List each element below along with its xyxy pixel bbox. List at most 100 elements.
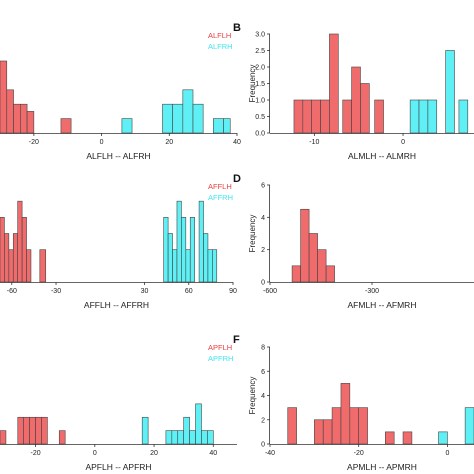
histogram-bar bbox=[438, 431, 448, 445]
histogram-bar bbox=[183, 416, 190, 445]
panel-label: B bbox=[233, 22, 241, 34]
histogram-bar bbox=[165, 430, 173, 445]
panel-a: -20 0 20 40 ALFLH -- ALFRH ALFLH ALFRH bbox=[0, 31, 241, 161]
histogram-bar bbox=[167, 233, 173, 283]
histogram-bar bbox=[35, 416, 42, 445]
histogram-bar bbox=[291, 265, 301, 283]
histogram-bar bbox=[12, 233, 18, 283]
legend-entry: ALFRH bbox=[208, 42, 233, 51]
panel-label: F bbox=[233, 334, 240, 346]
histogram-bar bbox=[409, 99, 420, 134]
histogram-bar bbox=[322, 419, 333, 445]
y-tick-label: 2.5 bbox=[255, 48, 265, 55]
histogram-bar bbox=[320, 99, 330, 134]
histogram-bar bbox=[331, 407, 342, 445]
y-tick-label: 0.5 bbox=[255, 114, 265, 121]
histogram-bar bbox=[6, 89, 14, 134]
histogram-bar bbox=[201, 430, 208, 445]
histogram-bar bbox=[17, 416, 25, 445]
y-tick-label: 4 bbox=[261, 393, 265, 400]
x-axis-label: APFLH -- APFRH bbox=[85, 462, 151, 472]
y-tick-label: 2 bbox=[261, 417, 265, 424]
histogram-bar bbox=[189, 430, 196, 445]
histogram-bar bbox=[0, 217, 5, 283]
histogram-bar bbox=[342, 99, 352, 134]
panel-label: D bbox=[233, 173, 241, 185]
histogram-bar bbox=[340, 383, 351, 445]
x-tick-label: 0 bbox=[401, 139, 405, 146]
histogram-bar bbox=[121, 118, 133, 134]
histogram-bar bbox=[26, 249, 32, 283]
histogram-bar bbox=[402, 431, 413, 445]
x-tick-label: -40 bbox=[265, 450, 275, 457]
histogram-bar bbox=[17, 200, 23, 283]
panel-b: -10 0 0.0 0.5 1.0 1.5 2.0 2.5 3.0 ALMLH -- ALMRH F… bbox=[233, 22, 474, 161]
x-tick-label: 60 bbox=[185, 288, 193, 295]
y-tick-label: 1.0 bbox=[255, 98, 265, 105]
legend-entry: ALFLH bbox=[208, 31, 231, 40]
x-tick-label: 0 bbox=[100, 139, 104, 146]
histogram-bar bbox=[427, 99, 438, 134]
histogram-bar bbox=[325, 265, 335, 283]
x-tick-label: -300 bbox=[365, 288, 379, 295]
histogram-bar bbox=[223, 118, 231, 134]
histogram-bar bbox=[418, 99, 429, 134]
histogram-bar bbox=[195, 403, 202, 445]
x-tick-label: 20 bbox=[165, 139, 173, 146]
y-tick-label: 6 bbox=[261, 183, 265, 190]
histogram-bar bbox=[464, 407, 474, 445]
y-tick-label: 3.0 bbox=[255, 32, 265, 39]
x-tick-label: -20 bbox=[30, 450, 40, 457]
y-axis-label: Frequency bbox=[248, 377, 257, 415]
legend-entry: AFFLH bbox=[208, 182, 232, 191]
y-tick-label: 4 bbox=[261, 215, 265, 222]
histogram-bar bbox=[0, 60, 8, 134]
histogram-bar bbox=[212, 249, 218, 283]
histogram-bar bbox=[203, 233, 209, 283]
histogram-bar bbox=[13, 103, 21, 134]
histogram-bar bbox=[308, 233, 318, 283]
histogram-bar bbox=[176, 200, 182, 283]
histogram-bar bbox=[177, 430, 184, 445]
y-tick-label: 0 bbox=[261, 280, 265, 287]
x-tick-label: -20 bbox=[354, 450, 364, 457]
histogram-bar bbox=[185, 249, 191, 283]
histogram-bar bbox=[329, 33, 339, 134]
x-tick-label: 40 bbox=[233, 139, 241, 146]
x-tick-label: -600 bbox=[263, 288, 277, 295]
histogram-bar bbox=[311, 99, 321, 134]
histogram-bar bbox=[360, 83, 370, 134]
x-tick-label: 90 bbox=[229, 288, 237, 295]
histogram-bar bbox=[39, 249, 47, 283]
x-tick-label: -10 bbox=[309, 139, 319, 146]
y-tick-label: 0 bbox=[261, 442, 265, 449]
histogram-bar bbox=[198, 200, 204, 283]
x-axis-label: AFFLH -- AFFRH bbox=[84, 300, 149, 310]
y-tick-label: 8 bbox=[261, 345, 265, 352]
histogram-bar bbox=[351, 66, 361, 134]
panel-c: -60 -30 30 60 90 AFFLH -- AFFRH AFFLH AFFRH bbox=[0, 182, 237, 310]
y-axis-label: Frequency bbox=[248, 215, 257, 253]
histogram-bar bbox=[293, 99, 304, 134]
histogram-bar bbox=[349, 407, 359, 445]
histogram-bar bbox=[8, 249, 14, 283]
histogram-bar bbox=[23, 416, 30, 445]
x-tick-label: -20 bbox=[29, 139, 39, 146]
histogram-bar bbox=[58, 430, 66, 445]
histogram-bar bbox=[317, 249, 327, 283]
x-tick-label: 30 bbox=[141, 288, 149, 295]
histogram-bar bbox=[0, 430, 7, 445]
histogram-bar bbox=[162, 103, 173, 134]
x-tick-label: 40 bbox=[209, 450, 217, 457]
histogram-bar bbox=[207, 430, 214, 445]
legend-entry: APFRH bbox=[208, 354, 233, 363]
histogram-bar bbox=[141, 416, 149, 445]
x-axis-label: ALFLH -- ALFRH bbox=[86, 151, 150, 161]
histogram-bar bbox=[171, 430, 179, 445]
histogram-bar bbox=[189, 217, 195, 283]
histogram-bar bbox=[445, 50, 455, 134]
y-tick-label: 6 bbox=[261, 369, 265, 376]
y-axis-label: Frequency bbox=[248, 65, 257, 103]
histogram-bar bbox=[207, 249, 213, 283]
